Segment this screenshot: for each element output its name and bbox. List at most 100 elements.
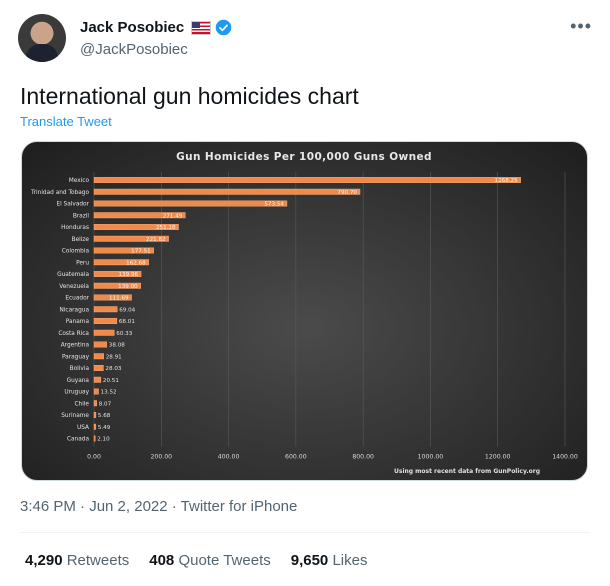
category-label: Suriname (61, 413, 89, 419)
bar (93, 282, 141, 289)
retweets-count: 4,290 (25, 552, 63, 569)
category-label: Ecuador (65, 296, 89, 302)
bar (93, 200, 288, 207)
engagement-stats: 4,290 Retweets 408 Quote Tweets 9,650 Li… (25, 552, 367, 569)
category-label: Nicaragua (59, 307, 89, 313)
x-tick-label: 1000.00 (418, 454, 444, 461)
x-tick-label: 800.00 (352, 454, 374, 461)
value-label: 2.10 (97, 437, 110, 443)
display-name[interactable]: Jack Posobiec (80, 19, 185, 36)
more-options-icon[interactable]: ••• (570, 16, 592, 36)
value-label: 60.33 (116, 331, 132, 337)
bar (93, 259, 149, 266)
x-tick-label: 0.00 (87, 454, 101, 461)
tweet-header: Jack Posobiec @JackPosobiec ••• (18, 14, 592, 66)
bar (93, 294, 132, 301)
chart-x-axis: 0.00 200.00 400.00 600.00 800.00 1000.00 1200.… (87, 454, 578, 461)
category-label: Panama (66, 319, 90, 325)
bar (93, 353, 104, 360)
value-label: 177.51 (131, 249, 151, 255)
bar (93, 188, 361, 195)
x-tick-label: 600.00 (285, 454, 307, 461)
bar (93, 341, 108, 348)
handle[interactable]: @JackPosobiec (80, 41, 188, 58)
value-label: 162.68 (126, 260, 146, 266)
value-label: 1268.25 (495, 178, 519, 184)
bar (93, 212, 186, 219)
chart-title: Gun Homicides Per 100,000 Guns Owned (176, 151, 432, 163)
value-label: 111.69 (109, 296, 129, 302)
likes-label: Likes (332, 552, 368, 569)
value-label: 573.54 (264, 202, 284, 208)
category-label: Canada (67, 437, 90, 443)
quotes-count: 408 (149, 552, 175, 569)
category-label: Brazil (73, 213, 90, 219)
avatar[interactable] (18, 14, 66, 62)
x-tick-label: 400.00 (218, 454, 240, 461)
category-label: El Salvador (56, 202, 89, 208)
value-label: 13.52 (101, 390, 117, 396)
value-label: 69.04 (119, 307, 135, 313)
category-label: Guyana (67, 378, 90, 384)
likes-stat[interactable]: 9,650 Likes (291, 552, 368, 569)
value-label: 28.91 (106, 354, 122, 360)
value-label: 139.96 (119, 272, 139, 278)
x-tick-label: 1400.00 (552, 454, 578, 461)
value-label: 5.68 (98, 413, 111, 419)
value-label: 38.08 (109, 343, 125, 349)
retweets-stat[interactable]: 4,290 Retweets (25, 552, 129, 569)
value-label: 8.07 (99, 401, 112, 407)
bar (93, 388, 99, 395)
tweet-media-chart[interactable]: Gun Homicides Per 100,000 Guns Owned Mex… (21, 141, 588, 481)
verified-badge-icon (215, 19, 232, 36)
category-label: Peru (76, 260, 89, 266)
value-label: 271.49 (163, 213, 183, 219)
category-label: Venezuela (59, 284, 89, 290)
value-label: 20.51 (103, 378, 119, 384)
bar (93, 271, 142, 277)
category-label: Chile (74, 401, 89, 407)
category-label: Honduras (61, 225, 89, 231)
value-label: 221.82 (146, 237, 166, 243)
value-label: 68.01 (119, 319, 135, 325)
bar (93, 177, 521, 183)
likes-count: 9,650 (290, 552, 329, 569)
bar (93, 247, 154, 254)
chart-svg: Gun Homicides Per 100,000 Guns Owned Mex… (30, 151, 578, 475)
x-tick-label: 200.00 (150, 454, 172, 461)
bar (93, 235, 169, 242)
bar (93, 329, 115, 336)
category-label: Guatemala (57, 272, 89, 278)
retweets-label: Retweets (66, 552, 130, 569)
us-flag-icon (191, 20, 212, 35)
bar (93, 365, 104, 371)
category-label: Paraguay (62, 354, 90, 360)
category-label: Uruguay (64, 390, 89, 396)
value-label: 790.70 (337, 190, 357, 196)
category-label: Argentina (61, 343, 90, 349)
bar (93, 376, 102, 383)
value-label: 28.03 (105, 366, 121, 372)
category-label: Belize (72, 237, 90, 243)
category-label: Costa Rica (58, 331, 89, 337)
category-label: Bolivia (70, 366, 90, 372)
category-label: Trinidad and Tobago (30, 190, 89, 196)
translate-tweet-link[interactable]: Translate Tweet (20, 114, 112, 129)
bar (93, 306, 118, 313)
value-label: 251.28 (156, 225, 176, 231)
tweet-text: International gun homicides chart (20, 83, 359, 109)
quotes-label: Quote Tweets (178, 552, 271, 569)
category-label: Colombia (62, 249, 90, 255)
x-tick-label: 1200.00 (485, 454, 511, 461)
value-label: 5.49 (98, 425, 111, 431)
tweet-timestamp[interactable]: 3:46 PM · Jun 2, 2022 · Twitter for iPho… (20, 498, 298, 515)
chart-source-note: Using most recent data from GunPolicy.or… (394, 468, 540, 475)
bar (93, 435, 96, 442)
bar (93, 224, 179, 230)
quote-tweets-stat[interactable]: 408 Quote Tweets (149, 552, 270, 569)
category-label: USA (77, 425, 89, 431)
value-label: 139.00 (118, 284, 138, 290)
bar (93, 400, 97, 407)
category-label: Mexico (69, 178, 90, 184)
bar (93, 412, 97, 418)
